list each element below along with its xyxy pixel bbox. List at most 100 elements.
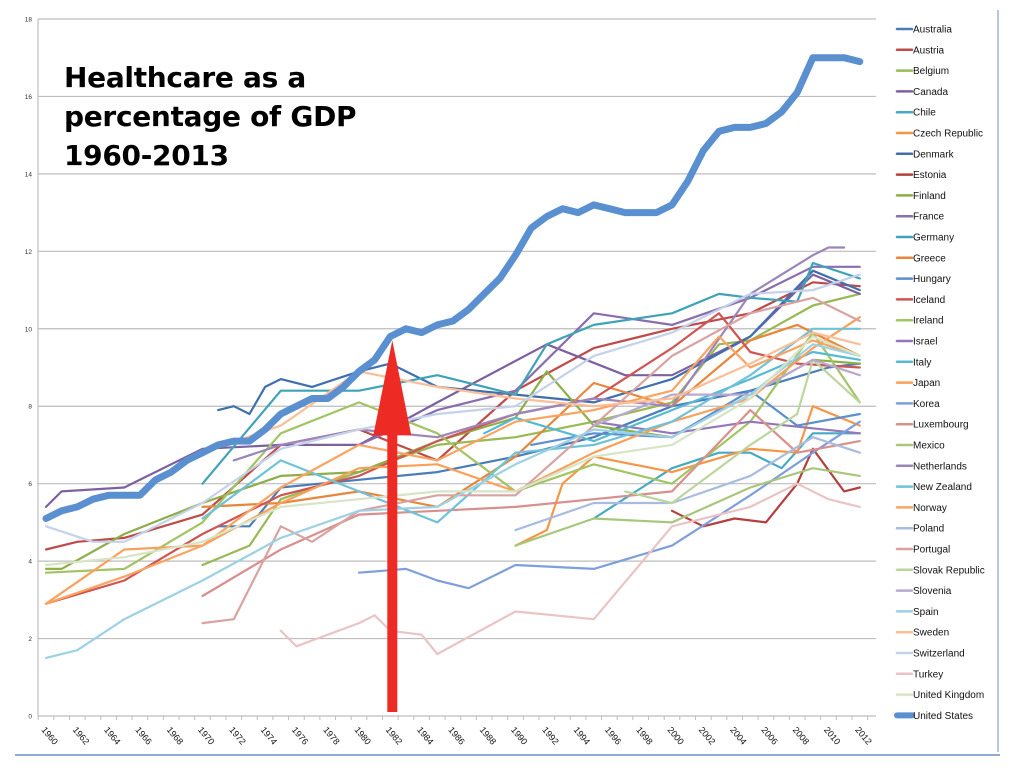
- series-line-japan: [44, 316, 861, 605]
- x-tick-label: 1962: [71, 725, 92, 747]
- legend-label: Switzerland: [913, 649, 965, 660]
- legend-label: Germany: [913, 233, 954, 244]
- x-tick-label: 1974: [259, 725, 280, 747]
- legend-label: Sweden: [913, 628, 949, 639]
- legend-label: United Kingdom: [913, 690, 984, 701]
- legend-label: Czech Republic: [913, 129, 983, 140]
- legend-item: Italy: [895, 357, 931, 368]
- x-tick-label: 2010: [822, 725, 843, 747]
- x-tick-label: 2002: [697, 725, 718, 747]
- legend: Australia Austria Belgium Canada Chile Czech …: [894, 25, 985, 722]
- legend-label: Denmark: [913, 149, 955, 160]
- series-line-greece: [201, 323, 861, 508]
- series-line-slovak-republic: [623, 358, 861, 505]
- legend-label: Slovenia: [913, 586, 952, 597]
- legend-item: Sweden: [895, 628, 949, 639]
- y-tick-label: 6: [28, 481, 32, 488]
- legend-item: Estonia: [895, 170, 947, 181]
- legend-label: Ireland: [913, 316, 944, 327]
- series-line-estonia: [670, 447, 861, 528]
- x-tick-label: 1978: [321, 725, 342, 747]
- legend-item: Israel: [895, 337, 937, 348]
- arrow-head: [373, 340, 412, 436]
- legend-label: Japan: [913, 378, 940, 389]
- x-tick-label: 1994: [572, 725, 593, 747]
- legend-item: Norway: [895, 503, 947, 514]
- legend-item: Canada: [895, 87, 948, 98]
- legend-item: Czech Republic: [895, 129, 983, 140]
- legend-label: New Zealand: [913, 482, 972, 493]
- legend-item: Switzerland: [895, 649, 965, 660]
- legend-item: Ireland: [895, 316, 944, 327]
- series-lines: [42, 54, 864, 660]
- y-tick-label: 10: [25, 326, 33, 333]
- legend-item: Spain: [895, 607, 939, 618]
- legend-label: Slovak Republic: [913, 565, 985, 576]
- legend-item: New Zealand: [895, 482, 972, 493]
- legend-label: Canada: [913, 87, 948, 98]
- legend-item: Netherlands: [895, 461, 967, 472]
- x-tick-label: 2004: [728, 725, 749, 747]
- y-tick-label: 2: [28, 636, 32, 643]
- series-line-ireland: [44, 331, 861, 574]
- legend-item: Iceland: [895, 295, 945, 306]
- legend-label: France: [913, 212, 945, 223]
- x-tick-label: 1972: [227, 725, 248, 747]
- x-tick-label: 1984: [415, 725, 436, 747]
- legend-item: Belgium: [895, 66, 949, 77]
- y-tick-label: 4: [28, 559, 32, 566]
- legend-label: Luxembourg: [913, 420, 969, 431]
- series-line-chile: [592, 432, 861, 520]
- legend-item: Denmark: [895, 149, 955, 160]
- series-line-finland: [44, 358, 861, 571]
- legend-item: United States: [894, 711, 973, 722]
- legend-item: Luxembourg: [895, 420, 969, 431]
- x-tick-label: 1992: [540, 725, 561, 747]
- legend-label: Poland: [913, 524, 944, 535]
- y-tick-label: 8: [28, 404, 32, 411]
- legend-label: Finland: [913, 191, 946, 202]
- x-tick-label: 1964: [102, 725, 123, 747]
- x-tick-label: 1976: [290, 725, 311, 747]
- legend-item: Chile: [895, 108, 936, 119]
- legend-label: Iceland: [913, 295, 945, 306]
- x-tick-label: 2008: [791, 725, 812, 747]
- legend-item: Germany: [895, 233, 954, 244]
- y-tick-label: 16: [25, 94, 33, 101]
- legend-item: Hungary: [895, 274, 951, 285]
- legend-label: Norway: [913, 503, 947, 514]
- x-axis: 1960 1962 1964 1966 1968 1970 1972 1974 1976 1978…: [37, 715, 876, 747]
- legend-label: Turkey: [913, 669, 943, 680]
- legend-item: France: [895, 212, 945, 223]
- legend-item: Greece: [895, 253, 946, 264]
- series-line-norway: [44, 335, 861, 605]
- x-tick-label: 1988: [478, 725, 499, 747]
- legend-label: United States: [913, 711, 973, 722]
- legend-item: Poland: [895, 524, 944, 535]
- title-line-1: Healthcare as a: [64, 61, 306, 94]
- chart-title: Healthcare as a percentage of GDP 1960-2…: [64, 58, 357, 175]
- legend-label: Hungary: [913, 274, 951, 285]
- y-tick-label: 12: [25, 249, 33, 256]
- y-axis: 0 2 4 6 8 10 12 14 16 18: [25, 17, 39, 721]
- legend-item: Korea: [895, 399, 940, 410]
- series-line-spain: [44, 343, 861, 660]
- x-tick-label: 2006: [759, 725, 780, 747]
- series-line-united-kingdom: [44, 335, 861, 567]
- series-line-turkey: [279, 482, 861, 656]
- series-line-luxembourg: [201, 409, 861, 598]
- series-line-italy: [483, 350, 861, 443]
- legend-label: Italy: [913, 357, 931, 368]
- x-tick-label: 1996: [603, 725, 624, 747]
- legend-label: Spain: [913, 607, 939, 618]
- y-tick-label: 18: [25, 17, 33, 24]
- series-line-new-zealand: [201, 327, 861, 524]
- series-line-mexico: [514, 467, 861, 547]
- legend-item: Slovenia: [895, 586, 952, 597]
- series-line-netherlands: [232, 246, 846, 462]
- legend-label: Greece: [913, 253, 946, 264]
- legend-item: Portugal: [895, 545, 950, 556]
- x-tick-label: 1970: [196, 725, 217, 747]
- series-line-israel: [592, 420, 861, 435]
